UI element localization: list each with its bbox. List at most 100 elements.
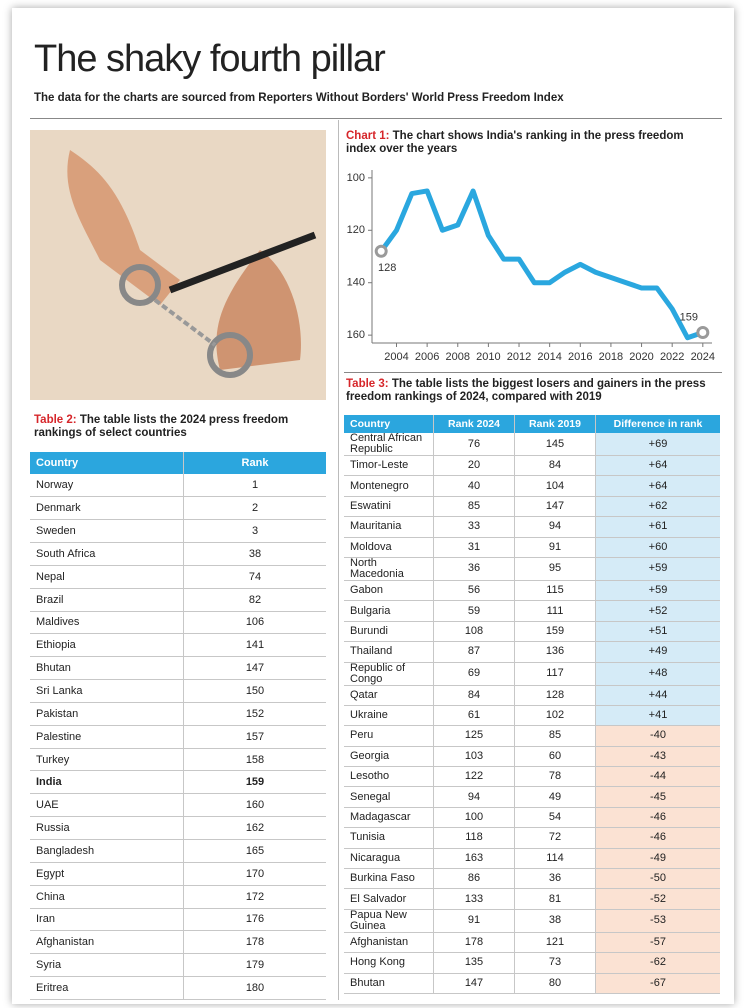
cell: El Salvador (344, 889, 434, 909)
cell: 80 (515, 973, 596, 993)
column-header: Rank 2019 (515, 415, 596, 433)
cell: Burkina Faso (344, 869, 434, 889)
cell: 158 (184, 748, 327, 771)
cell: -49 (596, 848, 721, 868)
column-header: Difference in rank (596, 415, 721, 433)
cell: Georgia (344, 746, 434, 766)
cell: 54 (515, 807, 596, 827)
table-row: South Africa38 (30, 543, 326, 566)
cell: 59 (434, 601, 515, 621)
cell: Iran (30, 908, 184, 931)
cell: 136 (515, 642, 596, 662)
cell: China (30, 885, 184, 908)
y-tick-label: 160 (347, 329, 365, 341)
cell: 121 (515, 932, 596, 952)
data-label: 159 (680, 311, 698, 323)
table-row: Bhutan14780-67 (344, 973, 720, 993)
table-row: China172 (30, 885, 326, 908)
cell: +44 (596, 685, 721, 705)
table-row: Turkey158 (30, 748, 326, 771)
table2: CountryRankNorway1Denmark2Sweden3South A… (30, 452, 326, 1000)
cell: 36 (515, 869, 596, 889)
table-row: Nicaragua163114-49 (344, 848, 720, 868)
divider (344, 372, 722, 373)
cell: +48 (596, 662, 721, 685)
cell: Bhutan (344, 973, 434, 993)
table-row: Burkina Faso8636-50 (344, 869, 720, 889)
table-row: North Macedonia3695+59 (344, 557, 720, 580)
cell: 40 (434, 476, 515, 496)
cell: +60 (596, 537, 721, 557)
cell: 33 (434, 517, 515, 537)
column-header: Country (30, 452, 184, 474)
table-row: Moldova3191+60 (344, 537, 720, 557)
cell: 147 (184, 657, 327, 680)
cell: Montenegro (344, 476, 434, 496)
cell: +69 (596, 433, 721, 456)
cell: North Macedonia (344, 557, 434, 580)
cell: 135 (434, 953, 515, 973)
table-row: Sri Lanka150 (30, 680, 326, 703)
cell: 94 (434, 787, 515, 807)
table-row: India159 (30, 771, 326, 794)
cell: 56 (434, 580, 515, 600)
cell: Nepal (30, 565, 184, 588)
cell: 3 (184, 520, 327, 543)
caption-text: The table lists the biggest losers and g… (346, 378, 706, 403)
x-tick-label: 2020 (629, 351, 653, 363)
cell: Eswatini (344, 496, 434, 516)
cell: 69 (434, 662, 515, 685)
cell: 73 (515, 953, 596, 973)
cell: 72 (515, 828, 596, 848)
cell: -44 (596, 767, 721, 787)
cell: 95 (515, 557, 596, 580)
cell: 145 (515, 433, 596, 456)
chart-caption: Chart 1: The chart shows India's ranking… (346, 130, 716, 156)
cell: Egypt (30, 862, 184, 885)
x-tick-label: 2008 (446, 351, 470, 363)
table-row: Peru12585-40 (344, 726, 720, 746)
cell: Maldives (30, 611, 184, 634)
cell: 76 (434, 433, 515, 456)
caption-text: The chart shows India's ranking in the p… (346, 130, 684, 155)
table-row: Montenegro40104+64 (344, 476, 720, 496)
cell: Bangladesh (30, 840, 184, 863)
cell: 38 (515, 909, 596, 932)
table-row: Gabon56115+59 (344, 580, 720, 600)
cell: -53 (596, 909, 721, 932)
cell: 91 (434, 909, 515, 932)
cell: 100 (434, 807, 515, 827)
cell: 31 (434, 537, 515, 557)
cell: 114 (515, 848, 596, 868)
cell: 85 (434, 496, 515, 516)
cell: +62 (596, 496, 721, 516)
cell: -45 (596, 787, 721, 807)
table-row: El Salvador13381-52 (344, 889, 720, 909)
cell: 122 (434, 767, 515, 787)
cell: Russia (30, 817, 184, 840)
cell: Tunisia (344, 828, 434, 848)
cell: Qatar (344, 685, 434, 705)
cell: 108 (434, 621, 515, 641)
table-row: Qatar84128+44 (344, 685, 720, 705)
table-row: Norway1 (30, 474, 326, 497)
photo (30, 130, 326, 400)
x-tick-label: 2014 (537, 351, 561, 363)
cell: -46 (596, 807, 721, 827)
cell: -43 (596, 746, 721, 766)
cell: Central African Republic (344, 433, 434, 456)
cell: Timor-Leste (344, 456, 434, 476)
cell: 81 (515, 889, 596, 909)
table-row: Eswatini85147+62 (344, 496, 720, 516)
cell: -62 (596, 953, 721, 973)
